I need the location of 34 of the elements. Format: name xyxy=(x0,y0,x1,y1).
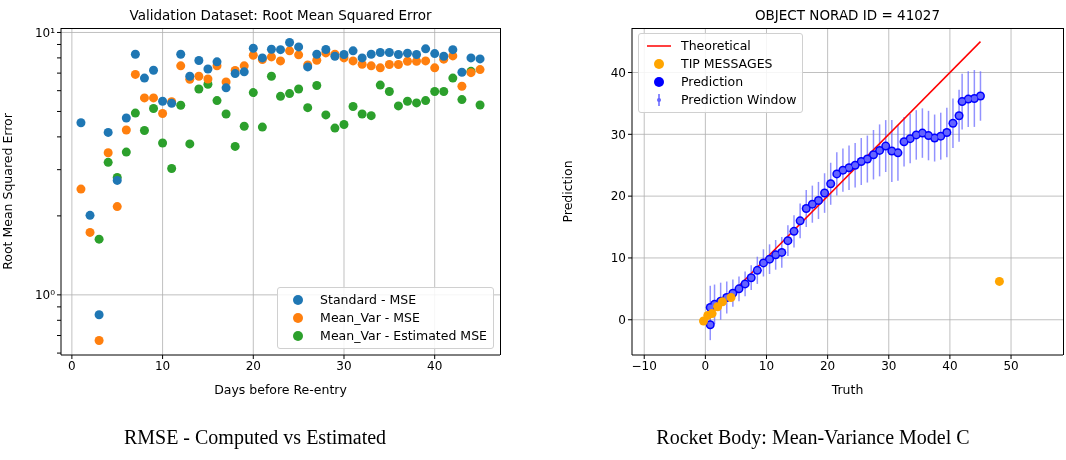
chart-title: Validation Dataset: Root Mean Squared Error xyxy=(128,7,433,23)
legend-label: Theoretical xyxy=(681,37,751,55)
text: RMSE - Computed vs Estimated xyxy=(122,426,388,449)
x-tick-label: 20 xyxy=(819,358,836,373)
x-tick-label: 0 xyxy=(68,358,76,373)
x-tick-label: 50 xyxy=(1003,358,1019,373)
x-tick-label: 30 xyxy=(881,358,897,373)
y-tick-label: 0 xyxy=(618,313,626,328)
x-tick-label: 40 xyxy=(942,358,958,373)
text: Rocket Body: Mean-Variance Model C xyxy=(655,426,971,449)
x-axis-title: Days before Re-entry xyxy=(214,382,348,397)
legend-label: Prediction xyxy=(681,73,744,91)
x-tick-label: 40 xyxy=(427,358,443,373)
x-axis-title: Truth xyxy=(830,382,864,397)
legend-label: Prediction Window xyxy=(681,91,797,109)
y-axis-title: Root Mean Squared Error xyxy=(0,112,16,270)
y-tick-label: 10 xyxy=(610,251,626,266)
y-tick-label: 40 xyxy=(610,65,626,80)
y-axis-title: Prediction xyxy=(560,160,576,223)
y-tick-label: 30 xyxy=(610,127,626,142)
legend-label: TIP MESSAGES xyxy=(681,55,773,73)
legend-label: Mean_Var - Estimated MSE xyxy=(320,327,487,345)
y-tick-label: 20 xyxy=(610,189,626,204)
x-tick-label: −10 xyxy=(631,358,657,373)
x-tick-label: 10 xyxy=(758,358,775,373)
x-tick-label: 10 xyxy=(154,358,171,373)
y-tick-label: 10⁰ xyxy=(34,288,56,303)
legend-label: Standard - MSE xyxy=(320,291,417,309)
y-tick-label: 10¹ xyxy=(34,25,56,40)
x-tick-label: 30 xyxy=(336,358,352,373)
legend-label: Mean_Var - MSE xyxy=(320,309,420,327)
x-tick-label: 20 xyxy=(245,358,261,373)
x-tick-label: 0 xyxy=(701,358,710,373)
chart-title: OBJECT NORAD ID = 41027 xyxy=(753,7,942,23)
